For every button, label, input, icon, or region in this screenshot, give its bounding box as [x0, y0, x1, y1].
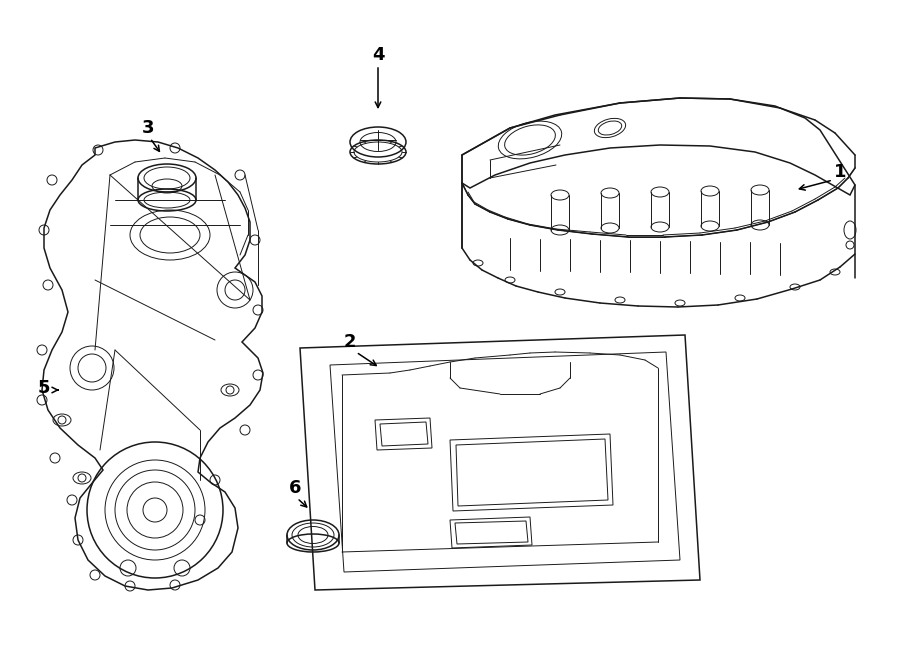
Text: 2: 2	[344, 333, 356, 351]
Text: 3: 3	[142, 119, 154, 137]
Text: 6: 6	[289, 479, 302, 497]
Text: 4: 4	[372, 46, 384, 64]
Text: 5: 5	[38, 379, 50, 397]
Text: 1: 1	[833, 163, 846, 181]
